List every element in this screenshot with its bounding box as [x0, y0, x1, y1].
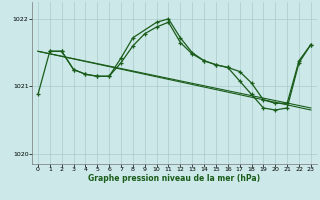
X-axis label: Graphe pression niveau de la mer (hPa): Graphe pression niveau de la mer (hPa)	[88, 174, 260, 183]
